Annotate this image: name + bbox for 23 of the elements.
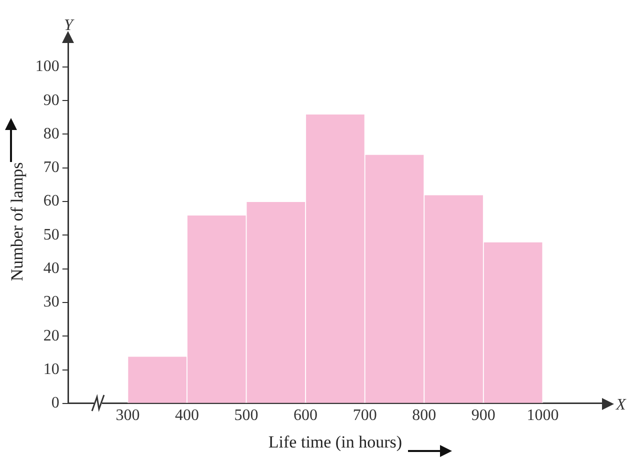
y-tick-label: 40 xyxy=(43,260,60,278)
y-tick-label: 70 xyxy=(43,159,60,176)
y-tick-label: 50 xyxy=(43,226,60,244)
y-tick-label: 10 xyxy=(43,360,60,378)
y-tick-label: 20 xyxy=(43,327,60,344)
y-tick-label: 60 xyxy=(43,192,60,210)
y-tick-label: 100 xyxy=(35,58,60,76)
y-axis-title: Number of lamps xyxy=(8,162,27,282)
text: X xyxy=(615,396,627,414)
x-tick-label: 700 xyxy=(352,407,377,424)
y-tick-label: 80 xyxy=(43,125,60,142)
x-tick-label: 1000 xyxy=(526,407,559,424)
y-tick-label: 30 xyxy=(43,294,60,311)
x-axis-title: Life time (in hours) xyxy=(268,432,402,452)
text: Y xyxy=(64,17,75,34)
x-tick-label: 900 xyxy=(471,407,496,424)
x-tick-label: 400 xyxy=(174,407,199,424)
y-tick-label: 90 xyxy=(43,92,60,109)
y-tick-label: 0 xyxy=(51,394,60,412)
x-tick-label: 500 xyxy=(234,407,258,424)
x-tick-label: 800 xyxy=(412,407,436,424)
x-tick-label: 300 xyxy=(116,407,140,424)
x-tick-label: 600 xyxy=(294,407,318,424)
